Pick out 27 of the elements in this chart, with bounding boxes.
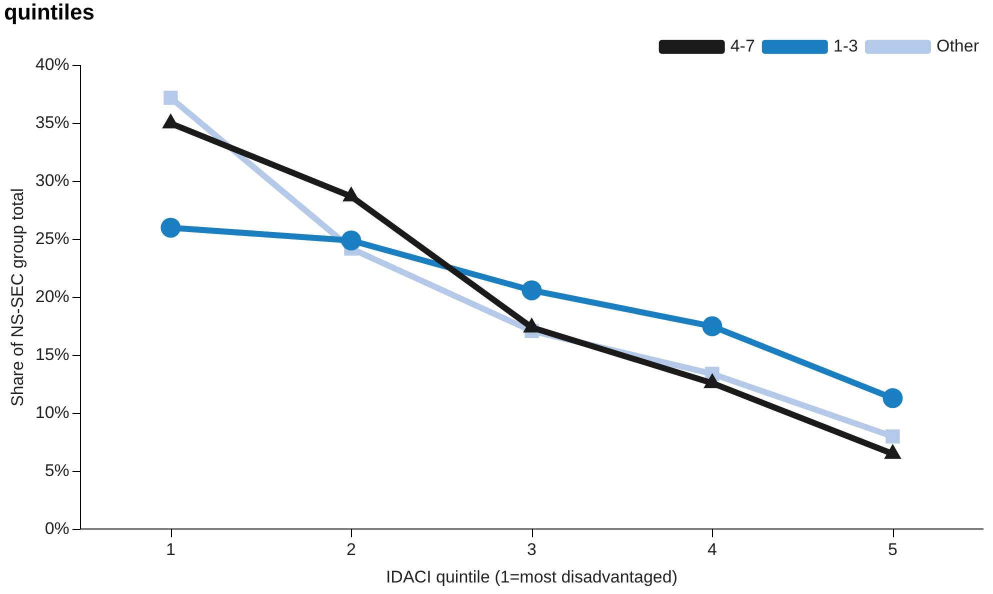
point: [341, 230, 362, 250]
y-tick-label: 0%: [44, 518, 70, 538]
point: [702, 316, 722, 336]
y-tick-label: 25%: [35, 229, 70, 248]
point: [886, 429, 900, 444]
x-tick-label: 1: [166, 540, 176, 560]
x-axis-title: IDACI quintile (1=most disadvantaged): [386, 567, 678, 586]
x-tick-label: 3: [526, 540, 536, 560]
legend-label: 1-3: [833, 36, 858, 56]
chart-title: quintiles: [4, 0, 94, 24]
y-tick-label: 10%: [35, 402, 70, 422]
x-tick-label: 2: [346, 540, 356, 560]
y-tick-label: 20%: [35, 286, 70, 306]
point: [882, 388, 903, 408]
y-tick-label: 40%: [35, 55, 70, 74]
y-tick-label: 15%: [35, 344, 70, 364]
y-axis-title: Share of NS-SEC group total: [8, 188, 27, 406]
point: [522, 280, 542, 300]
x-tick-label: 4: [707, 540, 717, 560]
legend-label: 4-7: [730, 36, 755, 56]
y-tick-label: 5%: [44, 460, 70, 480]
y-tick-label: 35%: [35, 113, 70, 132]
legend-label: Other: [936, 36, 980, 56]
x-tick-label: 5: [888, 540, 898, 560]
point: [160, 218, 181, 238]
point: [164, 90, 178, 105]
y-tick-label: 30%: [35, 171, 70, 190]
